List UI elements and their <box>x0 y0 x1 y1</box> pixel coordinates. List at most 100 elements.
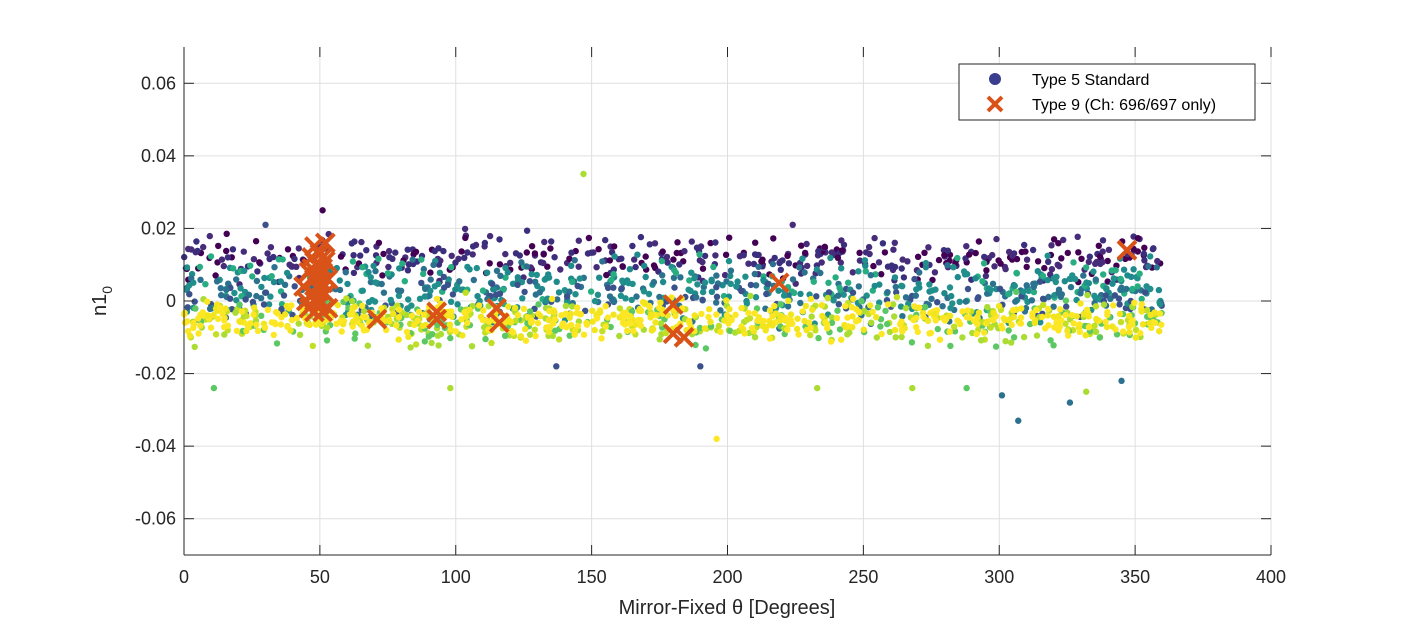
data-point-type5 <box>1031 319 1039 327</box>
data-point-type5 <box>598 335 605 342</box>
data-point-type5 <box>1131 299 1138 306</box>
data-point-type5 <box>670 256 677 263</box>
data-point-type5 <box>458 316 465 323</box>
data-point-type5 <box>1023 263 1030 271</box>
data-point-type5 <box>747 292 754 300</box>
data-point-type5 <box>518 259 525 266</box>
data-point-type5 <box>1045 322 1052 329</box>
data-point-type5 <box>926 281 933 288</box>
data-point-type5 <box>365 268 372 276</box>
data-point-type5 <box>1022 248 1029 255</box>
data-point-type5 <box>226 295 234 302</box>
data-point-type5 <box>580 331 588 338</box>
data-point-type5 <box>393 322 400 329</box>
data-point-type5 <box>705 313 712 321</box>
data-point-type5 <box>555 336 563 343</box>
data-point-type5 <box>924 317 932 324</box>
data-point-type5 <box>752 239 759 246</box>
axes <box>183 47 1272 556</box>
data-point-type5 <box>369 296 376 304</box>
data-point-type5 <box>523 227 531 234</box>
data-point-type5 <box>632 321 639 328</box>
data-point-type5 <box>212 331 220 338</box>
data-point-type5 <box>832 274 839 281</box>
data-point-type5 <box>708 278 715 285</box>
data-point-type5 <box>278 301 286 308</box>
data-point-type5 <box>404 246 411 253</box>
data-point-type5 <box>984 318 991 325</box>
data-point-type5 <box>932 286 939 293</box>
data-point-type5 <box>961 271 969 278</box>
data-point-type5 <box>242 296 249 303</box>
data-point-type5 <box>797 299 804 307</box>
data-point-type5 <box>995 302 1003 310</box>
data-point-type5 <box>610 298 618 305</box>
y-axis-label-subscript: 0 <box>99 286 115 294</box>
data-point-type5 <box>796 264 803 271</box>
data-point-type5 <box>229 246 237 253</box>
data-point-type5 <box>861 257 869 264</box>
data-point-type5 <box>1120 266 1128 273</box>
data-point-type5 <box>270 253 277 261</box>
data-point-type5 <box>727 272 734 280</box>
data-point-type5 <box>760 276 767 284</box>
data-point-type5 <box>286 261 293 268</box>
data-point-type5 <box>873 334 880 341</box>
data-point-type5 <box>828 319 836 326</box>
data-point-type5 <box>712 252 719 259</box>
data-point-type5 <box>658 257 666 265</box>
data-point-type5 <box>274 310 281 317</box>
data-point-type5 <box>882 307 889 314</box>
data-point-type5 <box>461 225 469 233</box>
data-point-type5 <box>247 262 254 269</box>
data-point-type5 <box>941 290 948 297</box>
data-point-type5 <box>334 301 341 309</box>
data-point-type5 <box>372 279 379 286</box>
data-point-type5 <box>838 247 846 254</box>
data-point-type5 <box>869 308 876 316</box>
data-point-type5 <box>544 263 551 270</box>
data-point-type5 <box>223 247 230 255</box>
data-point-type5 <box>634 251 641 258</box>
data-point-type5 <box>713 311 720 318</box>
data-point-type5 <box>1009 252 1016 259</box>
data-point-type5 <box>768 321 775 328</box>
data-point-type5 <box>418 279 425 287</box>
data-point-type5 <box>717 328 724 336</box>
data-point-type5 <box>650 262 658 269</box>
data-point-type5 <box>483 269 491 276</box>
data-point-type5 <box>777 301 784 308</box>
data-point-type5 <box>992 343 1000 350</box>
data-point-type5 <box>380 289 388 296</box>
data-point-type5 <box>911 303 918 310</box>
data-point-type5 <box>975 238 983 245</box>
data-point-type5 <box>548 238 555 245</box>
data-point-type5 <box>464 249 471 256</box>
data-point-type5 <box>372 267 379 275</box>
data-point-type9 <box>426 301 448 323</box>
data-point-type5 <box>873 314 880 321</box>
data-point-type5 <box>610 284 617 291</box>
data-point-type5 <box>420 265 427 273</box>
data-point-type5 <box>1075 249 1082 256</box>
data-point-type5 <box>193 238 200 245</box>
data-point-type5 <box>1028 297 1036 304</box>
data-point-type5 <box>534 319 542 327</box>
data-point-type5 <box>574 304 581 311</box>
data-point-type5 <box>1093 315 1100 323</box>
data-point-type5 <box>780 292 788 299</box>
data-point-type5 <box>429 331 436 338</box>
data-point-type5 <box>845 279 852 286</box>
data-point-type5 <box>966 314 973 321</box>
data-point-type5 <box>732 311 739 318</box>
data-point-type5 <box>793 325 801 333</box>
data-point-type5 <box>364 342 371 349</box>
data-point-type5 <box>815 247 822 255</box>
data-point-type5 <box>787 311 795 318</box>
data-point-type5 <box>350 318 357 325</box>
data-point-type5 <box>434 332 442 339</box>
data-point-type5 <box>871 234 878 242</box>
data-point-type5 <box>533 271 540 279</box>
data-point-type5 <box>1044 276 1051 284</box>
data-point-type5 <box>1156 328 1163 335</box>
